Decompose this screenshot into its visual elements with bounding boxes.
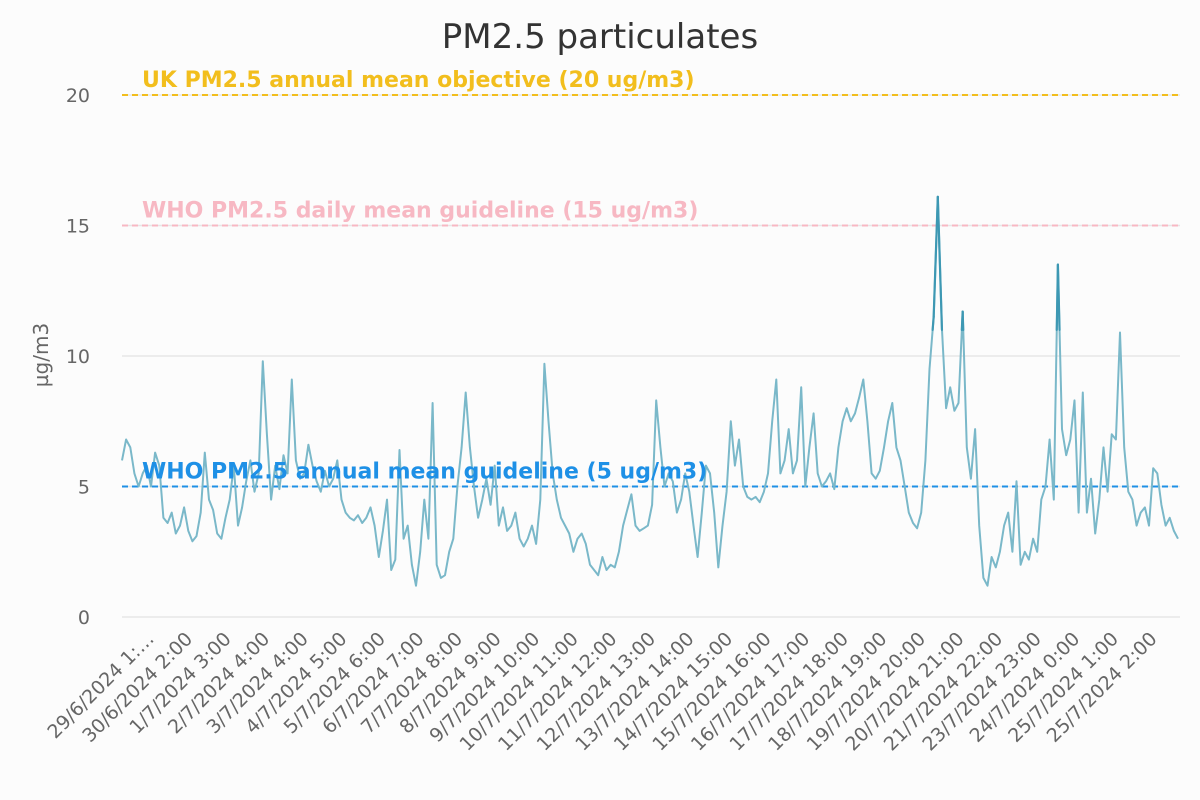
series-line bbox=[121, 195, 1179, 587]
y-tick-label: 10 bbox=[66, 346, 90, 368]
series-peak-segment bbox=[1056, 263, 1061, 331]
reference-labels: UK PM2.5 annual mean objective (20 ug/m3… bbox=[142, 68, 707, 485]
y-axis-label: µg/m3 bbox=[29, 323, 53, 387]
series-peak-segment bbox=[932, 195, 939, 318]
reference-line-label: UK PM2.5 annual mean objective (20 ug/m3… bbox=[142, 68, 695, 93]
reference-line-label: WHO PM2.5 daily mean guideline (15 ug/m3… bbox=[142, 199, 698, 224]
series-peak-segment bbox=[936, 195, 944, 331]
series-group bbox=[121, 195, 1179, 587]
reference-lines bbox=[122, 94, 1180, 488]
series-peak-segment bbox=[931, 315, 935, 331]
x-axis-ticks: 29/6/2024 1:…30/6/2024 2:001/7/2024 3:00… bbox=[43, 628, 1161, 755]
series-peak-segment bbox=[961, 310, 965, 331]
reference-line-label: WHO PM2.5 annual mean guideline (5 ug/m3… bbox=[142, 460, 707, 485]
y-tick-label: 15 bbox=[66, 216, 90, 238]
grid-lines bbox=[122, 94, 1180, 618]
y-tick-label: 0 bbox=[78, 607, 90, 629]
y-tick-label: 5 bbox=[78, 477, 90, 499]
y-tick-label: 20 bbox=[66, 85, 90, 107]
y-axis-ticks: 0 5 10 15 20 bbox=[66, 85, 90, 629]
chart-title: PM2.5 particulates bbox=[442, 17, 758, 57]
